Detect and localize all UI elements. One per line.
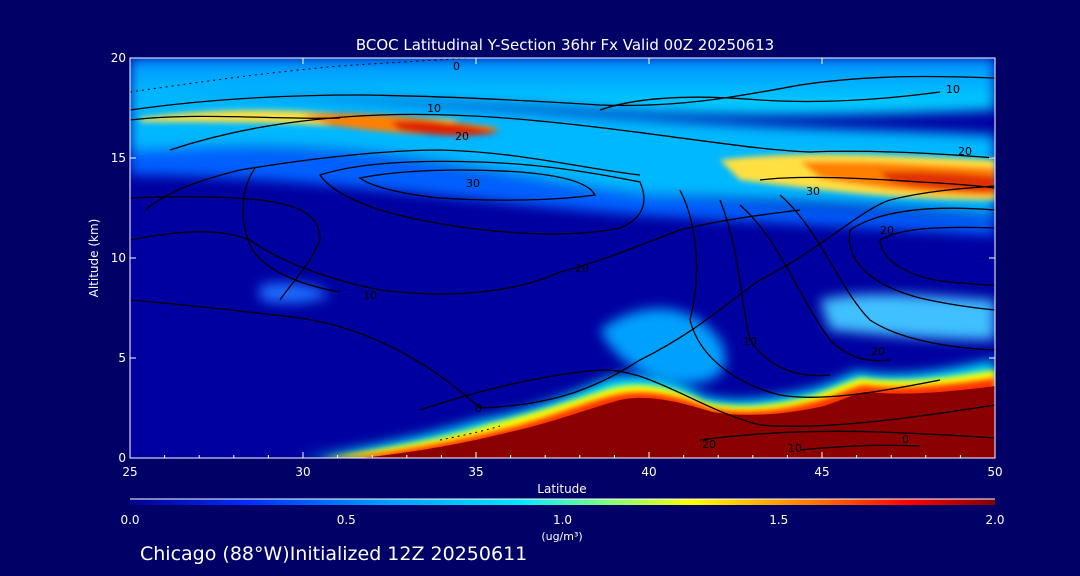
contour-label: 20 [880,224,894,237]
contour-label: 10 [946,83,960,96]
contour-label: 20 [702,438,716,451]
y-axis-label: Altitude (km) [87,219,101,298]
contour-label: 10 [788,442,802,455]
contour-label: 20 [871,345,885,358]
contour-lines [130,75,995,451]
y-tick-label: 10 [111,251,126,265]
field-surface [300,360,995,458]
x-tick-label: 45 [814,465,829,479]
y-tick-label: 0 [118,451,126,465]
contour-label: 0 [453,60,460,73]
colorbar-units: (ug/m³) [541,530,582,543]
colorbar-tick-label: 1.5 [769,513,788,527]
x-axis-label: Latitude [537,482,586,496]
x-tick-label: 35 [468,465,483,479]
plot-area: 0 10 20 30 20 10 20 30 20 10 0 10 20 0 1… [130,58,995,458]
contour-label: 10 [427,102,441,115]
x-tick-label: 50 [987,465,1002,479]
x-tick-label: 40 [641,465,656,479]
colorbar-tick-label: 1.0 [553,513,572,527]
contour-label: 0 [475,402,482,415]
contour-label: 20 [958,145,972,158]
contour-label: 20 [575,262,589,275]
contour-labels: 0 10 20 30 20 10 20 30 20 10 0 10 20 0 1… [363,60,972,455]
y-tick-label: 15 [111,151,126,165]
chart-title: BCOC Latitudinal Y-Section 36hr Fx Valid… [356,36,774,54]
y-tick-label: 5 [118,351,126,365]
x-tick-label: 25 [122,465,137,479]
colorbar [130,499,995,505]
colorbar-tick-label: 2.0 [985,513,1004,527]
contour-label: 10 [363,289,377,302]
contour-dotted [130,58,501,441]
contour-label: 20 [455,130,469,143]
field-hot-streaks [140,110,995,200]
colorbar-tick-label: 0.0 [120,513,139,527]
contour-label: 10 [743,335,757,348]
footer-caption: Chicago (88°W)Initialized 12Z 20250611 [140,543,528,565]
colorbar-ticks: 0.0 0.5 1.0 1.5 2.0 [120,513,1004,527]
contour-label: 0 [902,433,909,446]
y-tick-label: 20 [111,51,126,65]
contour-label: 30 [466,177,480,190]
x-tick-label: 30 [295,465,310,479]
y-axis: 0 5 10 15 20 [111,51,995,465]
contour-label: 30 [806,185,820,198]
colorbar-tick-label: 0.5 [337,513,356,527]
